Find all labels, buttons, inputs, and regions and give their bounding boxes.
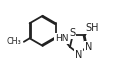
- Text: S: S: [69, 28, 75, 38]
- Text: SH: SH: [85, 23, 99, 33]
- Text: N: N: [85, 42, 92, 52]
- Text: N: N: [75, 50, 82, 60]
- Text: CH₃: CH₃: [6, 37, 21, 46]
- Text: HN: HN: [55, 34, 68, 43]
